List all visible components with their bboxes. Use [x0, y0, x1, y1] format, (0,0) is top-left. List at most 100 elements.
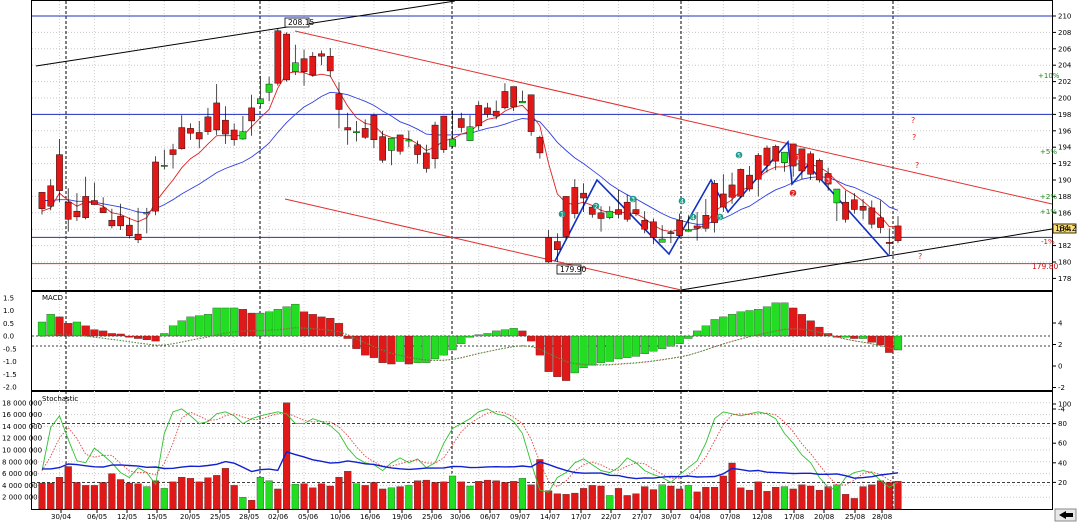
candle-body — [388, 137, 395, 151]
candle-body — [641, 219, 649, 230]
macd-histogram-bar — [413, 335, 422, 363]
date-tick-label: 28/08 — [872, 513, 892, 521]
date-tick-label: 27/07 — [632, 513, 652, 521]
candle-body — [274, 30, 282, 84]
volume-bar — [475, 481, 483, 510]
candle-body — [300, 58, 308, 72]
candle-body — [213, 102, 221, 131]
volume-bar — [405, 485, 413, 510]
candle-body — [82, 196, 90, 218]
support-label: 179.80 — [1032, 262, 1058, 271]
macd-histogram-bar — [841, 335, 850, 338]
candle-body — [693, 225, 701, 229]
upper-trendline — [35, 0, 456, 67]
macd-histogram-bar — [492, 330, 501, 337]
macd-histogram-bar — [326, 317, 335, 337]
macd-histogram-bar — [562, 335, 571, 381]
volume-bar — [588, 485, 596, 510]
volume-bar — [134, 483, 142, 510]
candle-body — [204, 116, 212, 132]
macd-line — [41, 327, 899, 366]
candle-body — [623, 201, 631, 220]
candle-body — [545, 237, 552, 263]
candle-body — [405, 139, 413, 142]
volume-bar — [536, 459, 544, 510]
date-tick-label: 25/05 — [210, 513, 230, 521]
volume-bar — [842, 494, 850, 510]
candle-body — [466, 126, 474, 141]
candle-body — [606, 210, 614, 218]
candle-body — [414, 144, 421, 155]
price-tick-label: 206 — [1058, 45, 1072, 53]
volume-bar — [47, 482, 55, 510]
macd-histogram-bar — [142, 335, 151, 340]
candle-body — [885, 242, 893, 244]
pct-label-5: +5% — [1040, 148, 1057, 156]
date-tick-label: 30/04 — [51, 513, 72, 521]
price-tick-label: 208 — [1058, 29, 1071, 37]
volume-bar — [859, 486, 867, 510]
macd-histogram-bar — [134, 335, 143, 339]
volume-tick-label: 12 000 000 — [2, 435, 42, 443]
volume-bar — [597, 485, 605, 510]
macd-tick-label: -1.5 — [3, 371, 17, 379]
macd-histogram-bar — [291, 303, 300, 337]
macd-histogram-bar — [701, 325, 710, 337]
volume-bar — [579, 488, 588, 510]
macd-histogram-bar — [474, 334, 483, 337]
volume-bar — [160, 488, 168, 510]
date-tick-label: 04/08 — [690, 513, 710, 521]
volume-bar — [361, 485, 369, 510]
date-tick-label: 10/06 — [330, 513, 351, 521]
price-tick-label: 192 — [1058, 160, 1071, 168]
macd-histogram-bar — [596, 335, 606, 363]
candle-body — [484, 107, 491, 115]
macd-histogram-bar — [107, 333, 116, 337]
macd-histogram-bar — [780, 302, 789, 337]
macd-histogram-bar — [614, 335, 623, 360]
macd-histogram-bar — [404, 335, 413, 365]
volume-bar — [431, 482, 439, 510]
volume-bar — [754, 481, 762, 510]
macd-histogram-bar — [745, 310, 754, 337]
scroll-left-button[interactable] — [1054, 508, 1077, 522]
date-tick-label: 09/07 — [510, 513, 530, 521]
low-label-box — [556, 264, 582, 275]
volume-bar — [527, 484, 535, 510]
volume-bar — [518, 478, 526, 510]
macd-histogram-bar — [631, 335, 641, 357]
macd-histogram-bar — [168, 325, 178, 337]
macd-histogram-bar — [719, 316, 728, 337]
macd-histogram-bar — [527, 335, 536, 342]
arrow-left-icon — [1059, 511, 1073, 519]
date-tick-label: 19/06 — [392, 513, 413, 521]
high-label-box — [284, 17, 310, 28]
volume-bar — [55, 476, 64, 510]
volume-bar — [693, 491, 701, 510]
macd-histogram-bar — [99, 330, 108, 337]
candle-body — [527, 94, 535, 132]
macd-tick-label: 0.5 — [3, 320, 14, 328]
wave-1-label: 1 — [560, 212, 564, 219]
volume-bar — [204, 477, 212, 510]
macd-histogram-bar — [693, 330, 702, 337]
volume-bar — [571, 492, 579, 510]
volume-bar — [885, 482, 893, 510]
macd-histogram-bar — [867, 335, 876, 343]
macd-histogram-bar — [177, 320, 186, 337]
date-tick-label: 06/07 — [480, 513, 500, 521]
macd-histogram-bar — [623, 335, 632, 358]
volume-bar — [125, 482, 133, 510]
candle-body — [64, 201, 72, 220]
candle-body — [868, 207, 876, 225]
volume-bar — [606, 495, 614, 510]
date-tick-label: 14/07 — [540, 513, 560, 521]
candle-body — [318, 53, 325, 57]
macd-histogram-bar — [55, 316, 64, 337]
volume-bar — [396, 486, 404, 510]
question-markers: ? ? ? ? — [911, 116, 922, 261]
macd-histogram-bar — [483, 333, 492, 337]
volume-bar — [326, 485, 334, 510]
volume-bar — [492, 480, 500, 510]
